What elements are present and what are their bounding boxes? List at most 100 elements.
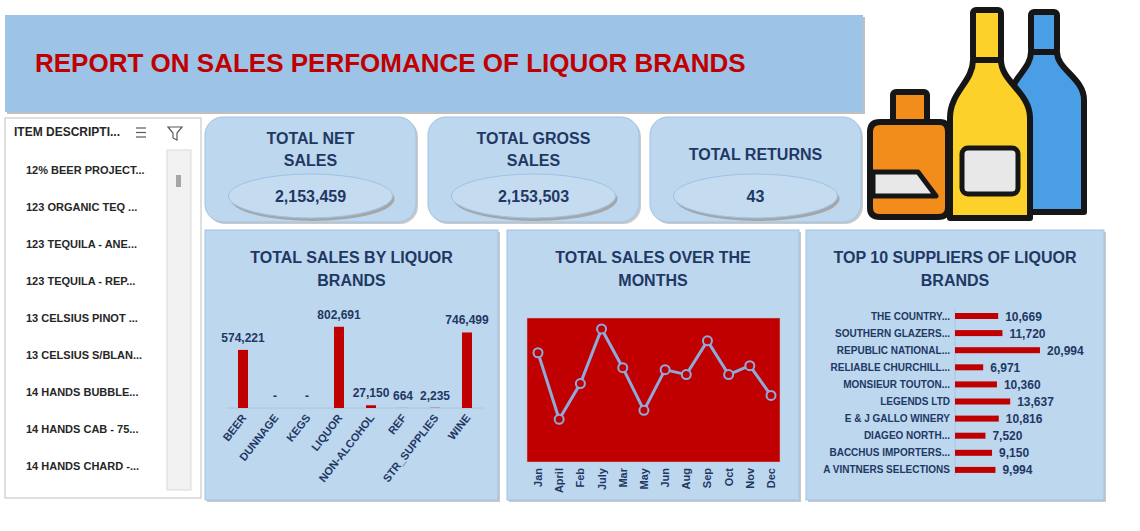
data-label: 664: [393, 389, 413, 403]
y-tick-label: SOUTHERN GLAZERS...: [835, 328, 950, 339]
kpi-label: TOTAL NETSALES: [267, 130, 355, 169]
bar: [955, 399, 1010, 405]
y-tick-label: RELIABLE CHURCHILL...: [831, 362, 951, 373]
slicer-item[interactable]: [16, 413, 162, 444]
slicer-item[interactable]: [16, 228, 162, 259]
slicer-item-label[interactable]: 14 HANDS CHARD -...: [26, 460, 139, 472]
title: REPORT ON SALES PERFOMANCE OF LIQUOR BRA…: [35, 48, 746, 78]
bar: [270, 408, 280, 409]
text-line: SALES: [284, 152, 338, 169]
kpi-bubble: [229, 174, 393, 218]
slicer: [5, 118, 201, 498]
bar: [955, 313, 998, 319]
slicer-icon: [136, 127, 146, 128]
y-tick-label: E & J GALLO WINERY: [845, 413, 951, 424]
data-label: 9,150: [999, 446, 1029, 460]
x-tick-label: STR_SUPPLIES: [380, 412, 440, 484]
y-tick-label: REPUBLIC NATIONAL...: [837, 345, 950, 356]
bar: [955, 381, 997, 387]
plot-area: [527, 318, 780, 462]
y-tick-label: THE COUNTRY...: [871, 311, 950, 322]
dashboard: REPORT ON SALES PERFOMANCE OF LIQUOR BRA…: [0, 0, 1140, 531]
text-line: TOP 10 SUPPLIERS OF LIQUOR: [833, 249, 1076, 266]
slicer-item-label[interactable]: 123 ORGANIC TEQ ...: [26, 201, 137, 213]
text-line: MONTHS: [618, 272, 688, 289]
bar: [955, 416, 999, 422]
text-line: TOTAL GROSS: [477, 130, 591, 147]
kpi-card: [205, 117, 416, 222]
marker: [639, 406, 648, 415]
slicer-item[interactable]: [16, 339, 162, 370]
slicer-item-label[interactable]: 123 TEQUILA - ANE...: [26, 238, 137, 250]
bar: [955, 467, 995, 473]
x-tick-label: NON-ALCOHOL: [316, 412, 376, 485]
line: [538, 329, 771, 419]
slicer-item-label[interactable]: 12% BEER PROJECT...: [26, 164, 145, 176]
data-label: 9,994: [1002, 463, 1032, 477]
marker: [576, 379, 585, 388]
text-line: SALES: [507, 152, 561, 169]
y-tick-label: A VINTNERS SELECTIONS: [823, 464, 950, 475]
marker: [767, 391, 776, 400]
slicer-item[interactable]: [16, 191, 162, 222]
kpi-label: TOTAL GROSS SALES: [477, 130, 591, 169]
x-tick-label: May: [638, 467, 650, 489]
y-tick-label: LEGENDS LTD: [880, 396, 950, 407]
x-tick-label: Dec: [765, 468, 777, 488]
x-tick-label: Jan: [532, 468, 544, 487]
title-banner: [5, 15, 863, 112]
kpi-value: 43: [747, 188, 765, 205]
slicer-title: ITEM DESCRIPTI...: [14, 125, 120, 139]
kpi-value: 2,153,503: [498, 188, 569, 205]
x-tick-label: Nov: [744, 467, 756, 489]
slicer-item-label[interactable]: 13 CELSIUS S/BLAN...: [26, 349, 142, 361]
marker: [703, 336, 712, 345]
text-line: BRANDS: [921, 272, 990, 289]
marker: [682, 370, 691, 379]
slicer-item-label[interactable]: 14 HANDS BUBBLE...: [26, 386, 138, 398]
icon-orange-label: [873, 172, 936, 196]
slicer-scrollbar: [167, 150, 191, 490]
slicer-item-label[interactable]: 14 HANDS CAB - 75...: [26, 423, 138, 435]
kpi-card: [650, 117, 861, 222]
bar: [955, 433, 985, 439]
axis-line: [227, 408, 483, 409]
marker: [618, 363, 627, 372]
slicer-icon: [136, 132, 146, 133]
x-tick-label: Sep: [701, 468, 713, 488]
icon-yellow-bottle: [950, 60, 1030, 218]
bar: [430, 407, 440, 408]
icon-yellow-label: [962, 148, 1018, 194]
slicer-scroll-thumb: [176, 175, 181, 187]
data-label: -: [273, 389, 277, 403]
data-label: 13,637: [1017, 395, 1054, 409]
data-label: 10,816: [1006, 412, 1043, 426]
slicer-item-label[interactable]: 13 CELSIUS PINOT ...: [26, 312, 138, 324]
data-label: 10,360: [1004, 378, 1041, 392]
slicer-icon: [136, 136, 146, 137]
x-tick-label: Aug: [680, 468, 692, 489]
x-tick-label: WINE: [445, 412, 472, 442]
x-tick-label: Jun: [659, 468, 671, 488]
data-label: 746,499: [445, 313, 489, 327]
text-line: TOTAL SALES BY LIQUOR: [250, 249, 453, 266]
slicer-item[interactable]: [16, 376, 162, 407]
bar: [955, 330, 1002, 336]
x-tick-label: Mar: [617, 467, 629, 487]
icon-blue-neck: [1031, 12, 1057, 52]
bar: [334, 327, 344, 408]
slicer-item[interactable]: [16, 265, 162, 296]
chart-title: TOTAL SALES BY LIQUOR BRANDS: [250, 249, 453, 289]
chart-title: TOTAL SALES OVER THE MONTHS: [555, 249, 751, 289]
slicer-item[interactable]: [16, 302, 162, 333]
chart-panel: [205, 230, 498, 500]
slicer-item[interactable]: [16, 154, 162, 185]
text-line: BRANDS: [317, 272, 386, 289]
marker: [745, 361, 754, 370]
slicer-item[interactable]: [16, 450, 162, 481]
bar: [238, 350, 248, 408]
slicer-item-label[interactable]: 123 TEQUILA - REP...: [26, 275, 135, 287]
data-label: 802,691: [317, 308, 361, 322]
text-line: TOTAL SALES OVER THE: [555, 249, 751, 266]
bar: [955, 364, 983, 370]
